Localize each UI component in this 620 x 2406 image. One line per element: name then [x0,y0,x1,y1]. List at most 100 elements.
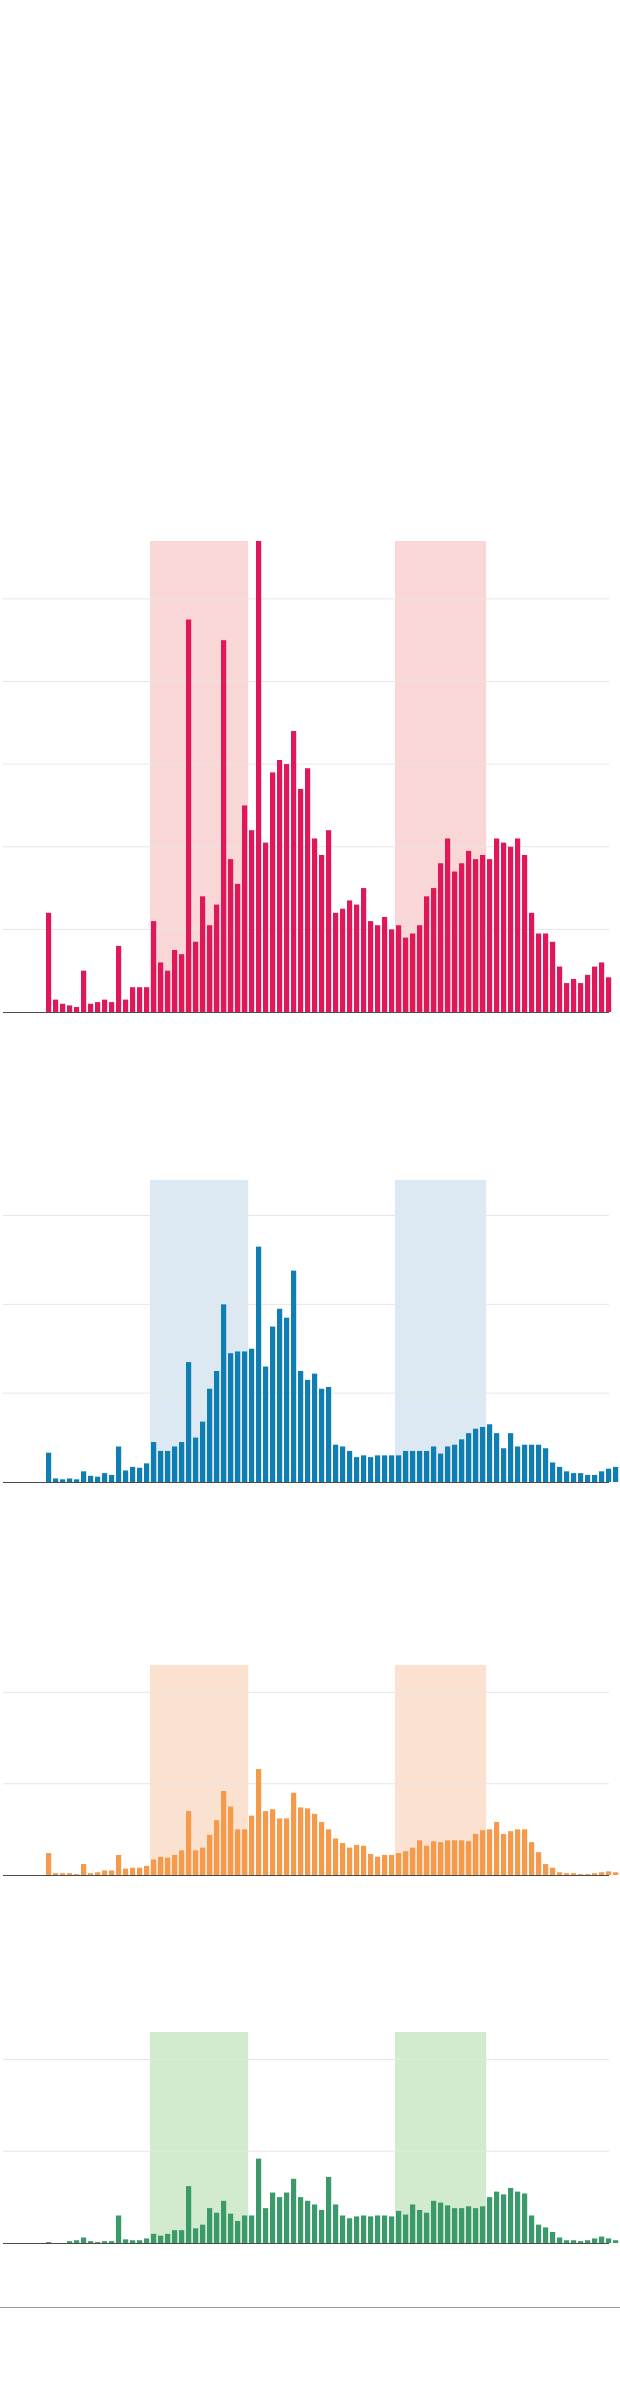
bar [494,2191,500,2243]
bar [228,1353,234,1482]
bar [95,1476,101,1482]
bar [172,1446,178,1482]
bar [284,2192,290,2243]
bar [459,1840,465,1875]
bar [368,2216,374,2243]
bar [487,859,493,1012]
bar [102,1870,108,1875]
bar [606,977,612,1012]
bar [459,2208,465,2243]
bar [151,921,157,1012]
bar [172,2230,178,2243]
bar [452,1444,458,1482]
bar [340,1843,346,1875]
bar [109,2241,115,2243]
bar [578,983,584,1012]
bar [228,2213,234,2243]
bar [375,925,381,1012]
bar [102,999,108,1012]
bar [459,1439,465,1482]
bar [543,933,549,1012]
bar [515,1829,521,1875]
bar [277,1818,283,1875]
bar [102,1473,108,1482]
bar [452,871,458,1012]
bar [452,1840,458,1875]
bar [354,904,360,1012]
bar [431,1841,437,1875]
bar [480,1426,486,1482]
bar [431,888,437,1012]
bar [333,1444,339,1482]
bar [431,2200,437,2243]
bar [445,838,451,1012]
bar [564,983,570,1012]
bar [417,2209,423,2243]
bar [186,2186,192,2243]
bar [347,1450,353,1482]
bar [158,962,164,1012]
bar [228,1806,234,1875]
bar [599,1872,605,1875]
bar [200,1847,206,1875]
bar [284,764,290,1012]
bar [207,1388,213,1482]
bar [578,2241,584,2243]
bar [214,2212,220,2243]
bar-chart-2 [3,1180,619,1483]
bar [60,1003,66,1012]
bar [361,1455,367,1482]
bar [53,999,59,1012]
bar [137,2240,143,2243]
bar [424,1845,430,1875]
bar [312,1813,318,1875]
bar [501,1833,507,1875]
bar [214,1370,220,1482]
bar [200,896,206,1012]
bar [235,1351,241,1482]
bar [81,970,87,1012]
bar [473,1428,479,1482]
bar [228,859,234,1012]
bar [193,2228,199,2243]
bar [305,1379,311,1482]
bar [186,1811,192,1875]
bar [382,1854,388,1875]
bar [193,1850,199,1875]
bar [60,1873,66,1875]
bar [298,788,304,1012]
bar [116,1854,122,1875]
bar [501,2194,507,2243]
bar [564,1471,570,1482]
bar [487,2197,493,2243]
bar [515,1446,521,1482]
bar [242,1351,248,1482]
bar [410,933,416,1012]
bar [410,1450,416,1482]
bar [543,2227,549,2243]
bar [340,908,346,1012]
bar [557,1872,563,1875]
bar [165,2233,171,2243]
bar [354,1844,360,1875]
bar [67,2241,73,2243]
bar [438,1453,444,1482]
bar [319,1822,325,1875]
bar [186,619,192,1012]
bar [508,1433,514,1482]
bar [298,1370,304,1482]
highlight-band-1 [150,2032,249,2243]
bar [592,2238,598,2243]
bar [347,1847,353,1875]
bar [144,1865,150,1875]
bar [522,855,528,1012]
bar [298,1807,304,1875]
bar [550,941,556,1012]
bar [249,1348,255,1482]
bar [473,2208,479,2243]
bar [424,896,430,1012]
bar [529,1842,535,1875]
bar [242,1829,248,1875]
bar [193,1437,199,1482]
bar [494,1822,500,1875]
